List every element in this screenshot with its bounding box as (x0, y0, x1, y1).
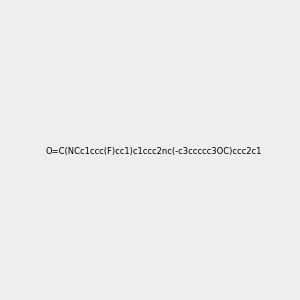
Text: O=C(NCc1ccc(F)cc1)c1ccc2nc(-c3ccccc3OC)ccc2c1: O=C(NCc1ccc(F)cc1)c1ccc2nc(-c3ccccc3OC)c… (46, 147, 262, 156)
